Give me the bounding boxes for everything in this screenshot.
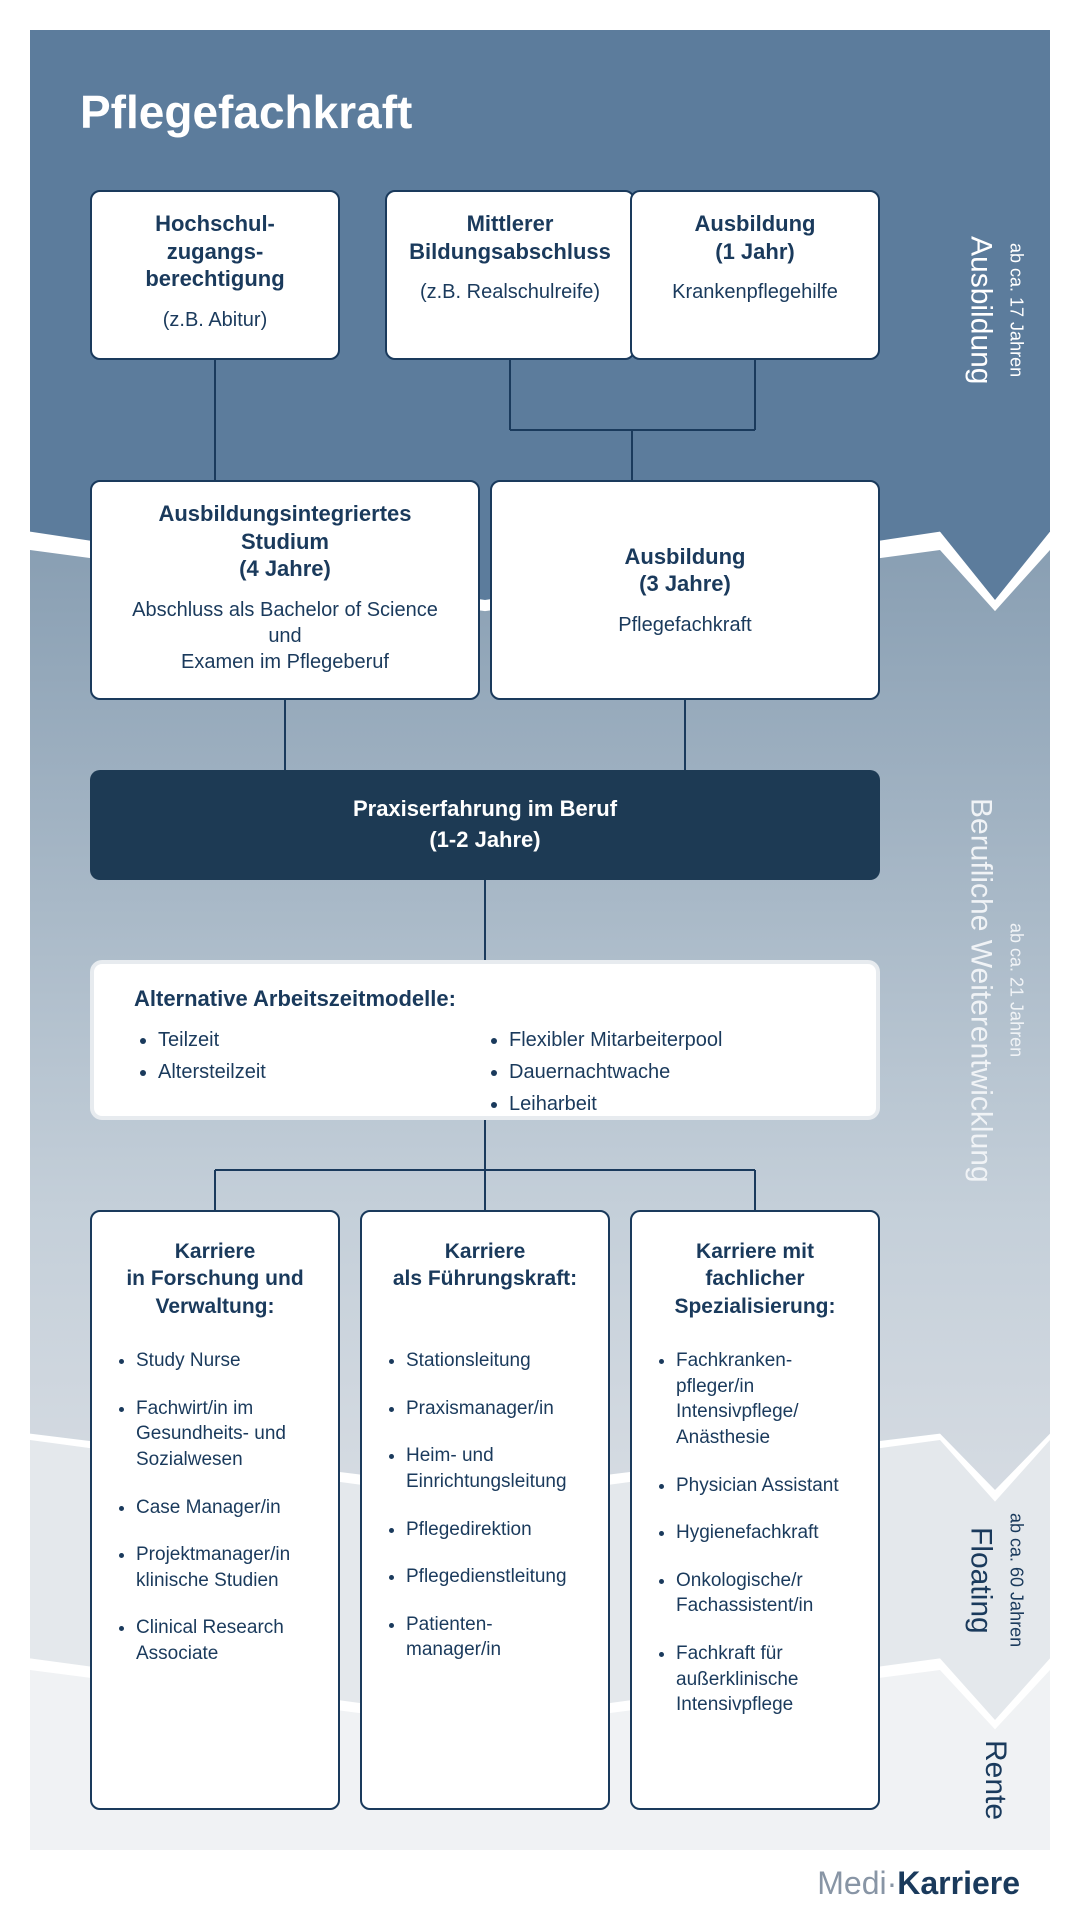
rail-title: Floating	[964, 1527, 998, 1634]
list-item: Altersteilzeit	[158, 1056, 485, 1088]
node-sub: Pflegefachkraft	[506, 612, 864, 638]
node-title: Praxiserfahrung im Beruf(1-2 Jahre)	[353, 794, 617, 856]
node-sub: (z.B. Realschulreife)	[401, 279, 619, 305]
node-sub: Abschluss als Bachelor of ScienceundExam…	[106, 597, 464, 675]
logo-sep: ·	[887, 1865, 898, 1901]
list-item: Teilzeit	[158, 1024, 485, 1056]
rail-sub: ab ca. 17 Jahren	[1006, 243, 1027, 377]
rail-title: Berufliche Weiterentwicklung	[964, 798, 998, 1183]
rail-label-weiterentwicklung: Berufliche Weiterentwicklung ab ca. 21 J…	[940, 670, 1050, 1310]
alt-list-right: Flexibler MitarbeiterpoolDauernachtwache…	[485, 1024, 836, 1120]
list-item: Leiharbeit	[509, 1088, 836, 1120]
node-title: Karrierein Forschung undVerwaltung:	[114, 1238, 316, 1328]
list-item: Stationsleitung	[406, 1348, 586, 1374]
career-list: Study Nurse Fachwirt/in im Gesundheits- u…	[114, 1348, 316, 1667]
node-title: AusbildungsintegriertesStudium(4 Jahre)	[106, 500, 464, 583]
node-sub: Krankenpflegehilfe	[646, 279, 864, 305]
list-item: Flexibler Mitarbeiterpool	[509, 1024, 836, 1056]
rail-label-ausbildung: Ausbildung ab ca. 17 Jahren	[940, 150, 1050, 470]
main-column: Pflegefachkraft Hochschul-zugangs-berech…	[30, 30, 940, 1850]
node-mittlerer-abschluss: MittlererBildungsabschluss (z.B. Realsch…	[385, 190, 635, 360]
node-ausbildung-1jahr: Ausbildung(1 Jahr) Krankenpflegehilfe	[630, 190, 880, 360]
node-arbeitszeitmodelle: Alternative Arbeitszeitmodelle: Teilzeit…	[90, 960, 880, 1120]
rail-sub: ab ca. 21 Jahren	[1006, 923, 1027, 1057]
node-karriere-fuehrung: Karriereals Führungskraft: Stationsleitu…	[360, 1210, 610, 1810]
phase-rail: Ausbildung ab ca. 17 Jahren Berufliche W…	[940, 30, 1050, 1850]
logo-part-a: Medi	[817, 1865, 886, 1901]
node-praxiserfahrung: Praxiserfahrung im Beruf(1-2 Jahre)	[90, 770, 880, 880]
logo-part-b: Karriere	[897, 1865, 1020, 1901]
list-item: Dauernachtwache	[509, 1056, 836, 1088]
node-ausbildung-3jahre: Ausbildung(3 Jahre) Pflegefachkraft	[490, 480, 880, 700]
node-title: Karriereals Führungskraft:	[384, 1238, 586, 1328]
brand-logo: Medi·Karriere	[817, 1865, 1020, 1902]
alt-list-left: TeilzeitAltersteilzeit	[134, 1024, 485, 1120]
list-item: Study Nurse	[136, 1348, 316, 1374]
node-integriertes-studium: AusbildungsintegriertesStudium(4 Jahre) …	[90, 480, 480, 700]
rail-title: Rente	[978, 1740, 1012, 1820]
node-title: Karriere mitfachlicherSpezialisierung:	[654, 1238, 856, 1328]
list-item: Patienten-manager/in	[406, 1612, 586, 1663]
page-title: Pflegefachkraft	[80, 85, 412, 139]
list-item: Pflegedienstleitung	[406, 1564, 586, 1590]
node-title: Alternative Arbeitszeitmodelle:	[134, 986, 836, 1012]
rail-sub: ab ca. 60 Jahren	[1006, 1513, 1027, 1647]
list-item: Fachwirt/in im Gesundheits- und Sozialwe…	[136, 1396, 316, 1473]
career-list: Fachkranken-pfleger/in Intensivpflege/ A…	[654, 1348, 856, 1718]
list-item: Praxismanager/in	[406, 1396, 586, 1422]
list-item: Fachkranken-pfleger/in Intensivpflege/ A…	[676, 1348, 856, 1451]
node-title: Hochschul-zugangs-berechtigung	[106, 210, 324, 293]
list-item: Onkologische/r Fachassistent/in	[676, 1568, 856, 1619]
node-title: Ausbildung(1 Jahr)	[646, 210, 864, 265]
node-hochschulzugang: Hochschul-zugangs-berechtigung (z.B. Abi…	[90, 190, 340, 360]
list-item: Physician Assistant	[676, 1473, 856, 1499]
rail-label-rente: Rente	[940, 1730, 1050, 1830]
node-karriere-forschung: Karrierein Forschung undVerwaltung: Stud…	[90, 1210, 340, 1810]
list-item: Case Manager/in	[136, 1495, 316, 1521]
list-item: Clinical Research Associate	[136, 1615, 316, 1666]
rail-title: Ausbildung	[964, 236, 998, 384]
node-karriere-spezialisierung: Karriere mitfachlicherSpezialisierung: F…	[630, 1210, 880, 1810]
list-item: Fachkraft für außerklinische Intensivpfl…	[676, 1641, 856, 1718]
node-title: MittlererBildungsabschluss	[401, 210, 619, 265]
list-item: Hygienefachkraft	[676, 1520, 856, 1546]
node-sub: (z.B. Abitur)	[106, 307, 324, 333]
list-item: Heim- und Einrichtungsleitung	[406, 1443, 586, 1494]
list-item: Projektmanager/in klinische Studien	[136, 1542, 316, 1593]
career-list: Stationsleitung Praxismanager/in Heim- und…	[384, 1348, 586, 1663]
list-item: Pflegedirektion	[406, 1517, 586, 1543]
node-title: Ausbildung(3 Jahre)	[506, 543, 864, 598]
rail-label-floating: Floating ab ca. 60 Jahren	[940, 1470, 1050, 1690]
